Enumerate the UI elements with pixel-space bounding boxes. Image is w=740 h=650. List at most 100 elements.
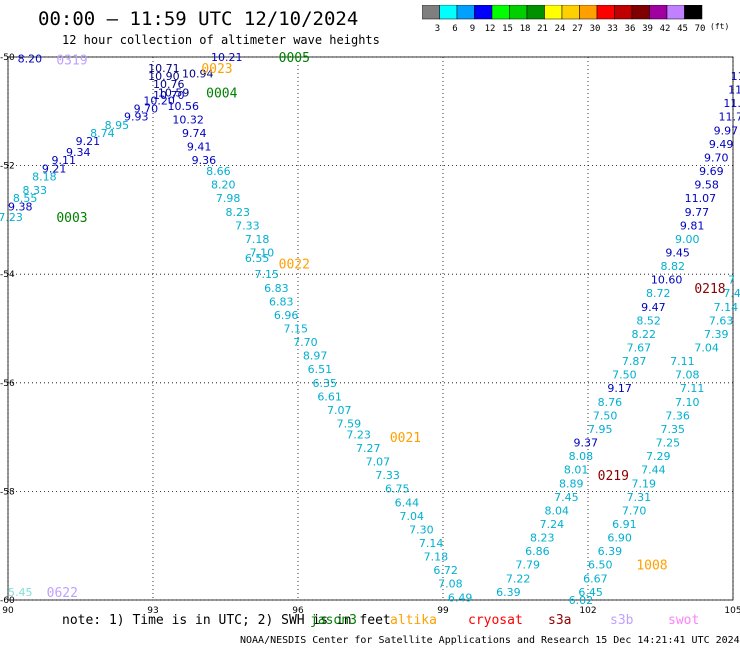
wave-height-label: 11.0 [723, 97, 740, 110]
wave-height-label: 6.55 [245, 252, 269, 265]
wave-height-label: 11.07 [685, 192, 717, 205]
wave-height-label: 10.90 [148, 70, 180, 83]
wave-height-label: 7.44 [641, 464, 666, 477]
wave-height-label: 7.30 [409, 523, 434, 536]
wave-height-label: 6.45 [578, 586, 603, 599]
wave-height-label: 9.58 [694, 179, 719, 192]
legend-label: 45 [677, 24, 688, 34]
wave-height-label: 8.66 [206, 165, 231, 178]
wave-height-label: 7.08 [675, 369, 700, 382]
wave-height-label: 8.95 [105, 119, 129, 132]
wave-height-label: 8.20 [18, 53, 42, 66]
wave-height-label: 6.35 [313, 377, 338, 390]
wave-height-label: 8.72 [646, 287, 671, 300]
wave-height-label: 9.38 [8, 200, 33, 213]
y-tick-label: -50 [0, 53, 15, 63]
wave-height-label: 10.76 [153, 78, 185, 91]
wave-height-label: 7.19 [632, 477, 657, 490]
legend-label: 33 [607, 24, 618, 34]
wave-height-label: 7.11 [680, 382, 705, 395]
wave-height-label: 7.45 [554, 491, 579, 504]
wave-height-label: 7.15 [284, 323, 309, 336]
wave-height-label: 7.23 [0, 211, 23, 224]
wave-height-label: 11 [728, 84, 740, 97]
wave-height-label: 9.21 [76, 135, 101, 148]
wave-height-label: 7.33 [375, 469, 400, 482]
wave-height-label: 6.61 [317, 390, 342, 403]
x-tick-label: 105 [724, 606, 740, 616]
legend-label: 42 [660, 24, 671, 34]
wave-height-label: 7.08 [438, 578, 463, 591]
wave-height-label: 11 [731, 70, 740, 83]
wave-height-label: 10.56 [168, 100, 200, 113]
wave-height-label: 8.23 [226, 206, 251, 219]
x-tick-label: 102 [579, 606, 596, 616]
page-title: 00:00 – 11:59 UTC 12/10/2024 [38, 8, 359, 30]
wave-height-label: 10.60 [651, 274, 683, 287]
footer-credit: NOAA/NESDIS Center for Satellite Applica… [240, 635, 740, 646]
wave-height-label: 7.50 [612, 369, 637, 382]
wave-height-label: 8.97 [303, 350, 328, 363]
wave-height-label: 7.11 [670, 355, 695, 368]
wave-height-label: 7.79 [516, 559, 541, 572]
y-tick-label: -54 [0, 270, 15, 280]
wave-height-label: 8.20 [211, 179, 236, 192]
satellite-name: cryosat [468, 613, 523, 628]
satellite-name: swot [668, 613, 700, 628]
wave-height-label: 8.76 [598, 396, 623, 409]
wave-height-label: 7.50 [593, 409, 618, 422]
wave-height-label: 7.33 [235, 219, 260, 232]
wave-height-label: 9.81 [680, 219, 705, 232]
wave-height-label: 6.96 [274, 309, 299, 322]
wave-height-label: 7.15 [255, 268, 280, 281]
legend-unit: (ft) [710, 22, 730, 31]
wave-height-label: 10.20 [143, 94, 175, 107]
wave-height-label: 9.34 [66, 146, 91, 159]
wave-height-label: 9.74 [182, 127, 207, 140]
wave-height-label: 7.35 [661, 423, 686, 436]
x-tick-label: 99 [437, 606, 449, 616]
wave-height-label: 8.18 [32, 170, 57, 183]
wave-height-label: 7.39 [704, 328, 729, 341]
wave-height-label: 10.59 [158, 86, 190, 99]
wave-height-label: 6.83 [269, 295, 294, 308]
legend-label: 21 [537, 24, 548, 34]
track-id-label: 0004 [206, 86, 237, 101]
wave-height-label: 6.39 [598, 545, 623, 558]
wave-height-label: 6.02 [569, 594, 594, 607]
wave-height-label: 8.52 [636, 314, 661, 327]
wave-height-label: 6.51 [308, 363, 333, 376]
legend-label: 70 [695, 24, 706, 34]
wave-height-label: 7.04 [400, 510, 425, 523]
wave-height-label: 5.45 [8, 586, 33, 599]
wave-height-label: 6.67 [583, 572, 608, 585]
x-tick-label: 96 [292, 606, 304, 616]
wave-height-label: 7.22 [506, 572, 531, 585]
wave-height-label: 6.91 [612, 518, 637, 531]
wave-height-label: 10.71 [148, 62, 180, 75]
wave-height-label: 7.25 [656, 437, 681, 450]
wave-height-label: 8.04 [545, 504, 570, 517]
track-id-label: 0319 [56, 54, 87, 69]
wave-height-label: 6.44 [395, 496, 420, 509]
wave-height-label: 10.21 [211, 51, 243, 64]
wave-height-label: 7.18 [424, 551, 449, 564]
wave-height-label: 7.63 [709, 314, 734, 327]
track-id-label: 0218 [694, 282, 725, 297]
track-id-label: 0022 [279, 257, 310, 272]
footer-note: note: 1) Time is in UTC; 2) SWH is in fe… [62, 613, 391, 628]
track-id-label: 0023 [201, 62, 232, 77]
wave-height-label: 9.11 [52, 154, 77, 167]
wave-height-label: 7.70 [622, 504, 647, 517]
wave-height-label: 7.98 [216, 192, 241, 205]
wave-height-label: 7 [728, 274, 735, 287]
wave-height-label: 9.49 [709, 138, 734, 151]
wave-height-label: 8.82 [661, 260, 686, 273]
wave-height-label: 7.31 [627, 491, 652, 504]
wave-height-label: 6.90 [607, 532, 632, 545]
track-id-label: 0005 [279, 51, 310, 66]
satellite-name: altika [390, 613, 437, 628]
wave-height-label: 7.10 [675, 396, 700, 409]
wave-height-label: 7.67 [627, 342, 652, 355]
